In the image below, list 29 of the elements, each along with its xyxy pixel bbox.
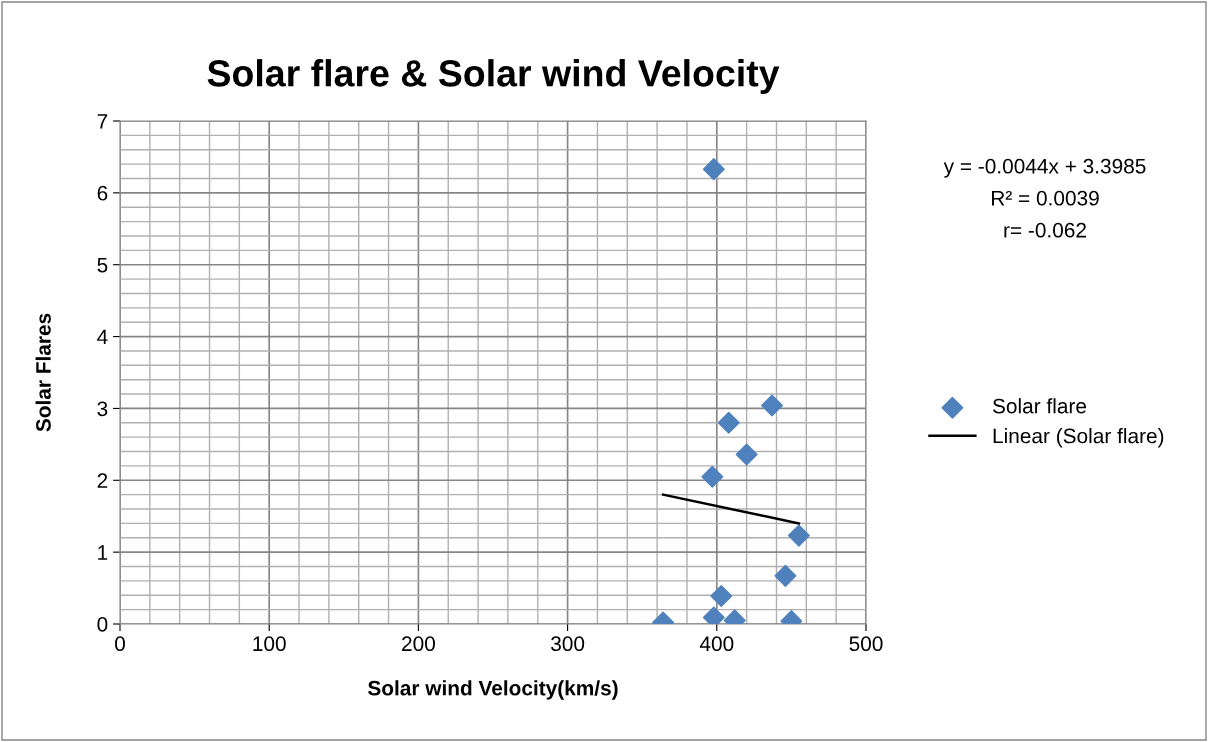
legend-label: Linear (Solar flare) xyxy=(993,428,1164,448)
y-tick-label: 3 xyxy=(97,401,108,417)
legend-label: Solar flare xyxy=(992,398,1087,414)
x-tick-label: 200 xyxy=(402,636,435,652)
y-tick-label: 7 xyxy=(97,114,108,129)
x-axis-title: Solar wind Velocity(km/s) xyxy=(367,680,618,700)
text: y = -0.0044x + 3.3985 xyxy=(943,158,1146,178)
y-tick-label: 4 xyxy=(97,329,108,345)
y-axis-title: Solar Flares xyxy=(35,313,51,432)
point xyxy=(710,584,733,607)
text: R² = 0.0039 xyxy=(991,190,1099,206)
point xyxy=(701,465,724,488)
point xyxy=(761,394,783,417)
text: r= -0.062 xyxy=(1004,222,1086,238)
chart-title: Solar flare & Solar wind Velocity xyxy=(207,59,780,95)
x-tick-label: 100 xyxy=(253,636,286,652)
y-tick-label: 2 xyxy=(97,473,108,488)
y-tick-label: 5 xyxy=(97,257,108,273)
x-tick-label: 500 xyxy=(849,636,883,652)
point xyxy=(787,524,810,547)
x-tick-label: 300 xyxy=(551,636,585,652)
x-tick-label: 400 xyxy=(699,636,734,652)
y-tick-label: 6 xyxy=(97,185,108,201)
y-tick-label: 0 xyxy=(97,617,108,632)
point xyxy=(717,411,740,434)
point xyxy=(735,443,758,466)
point xyxy=(774,564,797,587)
x-tick-label: 0 xyxy=(115,636,125,652)
y-tick-label: 1 xyxy=(98,545,108,560)
